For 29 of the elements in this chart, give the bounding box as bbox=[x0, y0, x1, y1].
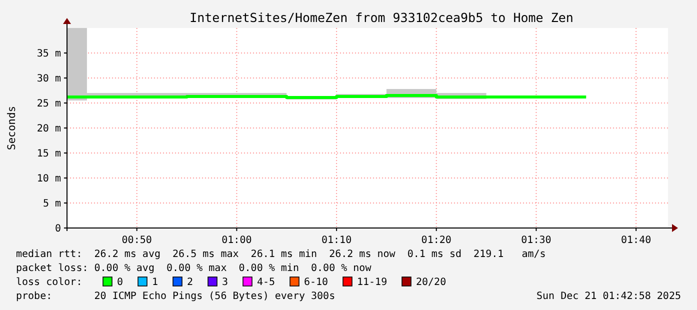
x-tick-label: 01:10 bbox=[322, 235, 352, 246]
y-tick-label: 15 m bbox=[36, 148, 61, 160]
legend-label: 1 bbox=[152, 277, 158, 288]
text: Sun Dec 21 01:42:58 2025 bbox=[536, 291, 681, 302]
legend-label: 2 bbox=[187, 277, 194, 288]
x-tick-label: 00:50 bbox=[122, 235, 152, 246]
legend-label: 3 bbox=[222, 277, 228, 288]
text: median rtt: 26.2 ms avg 26.5 ms max 26.1 ms min 26.2 ms now 0.1 ms sd 219.1 am/s bbox=[16, 249, 546, 260]
x-tick-label: 01:40 bbox=[621, 235, 652, 246]
legend-label: 11-19 bbox=[357, 277, 388, 288]
legend-label: 0 bbox=[117, 277, 124, 288]
y-axis-title: Seconds bbox=[6, 106, 18, 150]
legend-label: 20/20 bbox=[416, 277, 446, 288]
x-tick-label: 01:00 bbox=[222, 235, 252, 246]
chart-title: InternetSites/HomeZen from 933102cea9b5 to Home Zen bbox=[190, 10, 574, 25]
y-tick-label: 25 m bbox=[36, 98, 61, 110]
y-tick-label: 10 m bbox=[36, 174, 61, 184]
text: probe: 20 ICMP Echo Pings (56 Bytes) every 300s bbox=[16, 291, 336, 302]
y-tick-label: 30 m bbox=[36, 74, 61, 84]
x-tick-label: 01:20 bbox=[421, 235, 452, 246]
legend-label: 6-10 bbox=[304, 277, 328, 288]
y-tick-label: 5 m bbox=[42, 198, 61, 210]
text: packet loss: 0.00 % avg 0.00 % max 0.00 % min 0.00 % now bbox=[16, 263, 372, 274]
legend-title: loss color: bbox=[16, 277, 82, 288]
y-tick-label: 35 m bbox=[36, 48, 61, 60]
legend-label: 4-5 bbox=[257, 277, 276, 288]
x-tick-label: 01:30 bbox=[521, 235, 552, 246]
y-tick-label: 20 m bbox=[36, 124, 61, 134]
y-tick-label: 0 bbox=[54, 224, 61, 234]
